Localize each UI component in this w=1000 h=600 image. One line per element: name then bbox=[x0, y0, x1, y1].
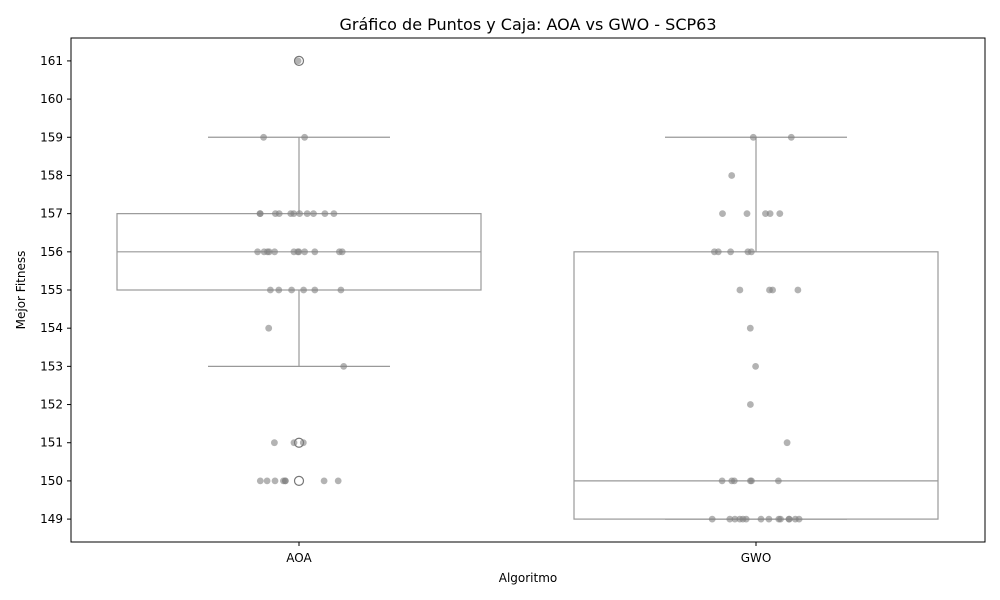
y-tick-label: 160 bbox=[40, 92, 63, 106]
gwo-data-point bbox=[711, 248, 718, 256]
aoa-data-point bbox=[294, 57, 302, 65]
aoa-data-point bbox=[260, 248, 268, 256]
aoa-data-point bbox=[275, 286, 283, 294]
y-tick-label: 152 bbox=[40, 398, 63, 412]
aoa-data-point bbox=[290, 439, 298, 447]
chart-title: Gráfico de Puntos y Caja: AOA vs GWO - S… bbox=[340, 15, 717, 34]
x-axis-title: Algoritmo bbox=[499, 571, 558, 585]
y-tick-label: 159 bbox=[40, 130, 63, 144]
aoa-outlier bbox=[293, 55, 305, 67]
aoa-data-point bbox=[301, 248, 308, 256]
gwo-data-point bbox=[776, 210, 784, 218]
aoa-data-point bbox=[303, 210, 311, 218]
y-tick-label: 156 bbox=[40, 245, 63, 259]
aoa-data-point bbox=[290, 248, 298, 256]
aoa-data-point bbox=[265, 248, 273, 256]
axes-layer: 149 150 151 152 153 154 155 156 157 158 159 160 161 A… bbox=[40, 37, 986, 565]
aoa-data-point bbox=[263, 477, 271, 485]
boxes-layer bbox=[116, 55, 939, 520]
aoa-data-point bbox=[287, 210, 295, 218]
aoa-data-point bbox=[271, 248, 278, 256]
aoa-data-point bbox=[271, 439, 278, 447]
gwo-box bbox=[573, 251, 939, 520]
aoa-data-point bbox=[299, 439, 307, 447]
aoa-data-point bbox=[311, 248, 319, 256]
y-tick-label: 153 bbox=[40, 359, 63, 373]
gwo-data-point bbox=[708, 515, 716, 523]
gwo-data-point bbox=[791, 515, 799, 523]
aoa-data-point bbox=[321, 210, 329, 218]
gwo-data-point bbox=[742, 515, 750, 523]
y-tick-label: 154 bbox=[40, 321, 63, 335]
gwo-data-point bbox=[727, 248, 734, 256]
gwo-data-point bbox=[726, 515, 734, 523]
aoa-data-point bbox=[330, 210, 338, 218]
gwo-data-point bbox=[787, 133, 795, 141]
gwo-data-point bbox=[794, 286, 802, 294]
aoa-data-point bbox=[271, 477, 279, 485]
gwo-data-point bbox=[752, 363, 759, 370]
aoa-data-point bbox=[256, 477, 264, 485]
gwo-data-point bbox=[749, 133, 757, 141]
gwo-data-point bbox=[775, 477, 782, 485]
aoa-data-point bbox=[300, 286, 307, 294]
x-tick-label: AOA bbox=[286, 551, 312, 565]
aoa-data-point bbox=[320, 477, 328, 485]
y-tick-label: 155 bbox=[40, 283, 63, 297]
aoa-data-point bbox=[288, 286, 295, 294]
aoa-data-point bbox=[311, 286, 319, 294]
aoa-data-point bbox=[254, 248, 261, 256]
gwo-data-point bbox=[731, 515, 739, 523]
y-tick-label: 150 bbox=[40, 474, 63, 488]
x-tick-label: GWO bbox=[741, 551, 772, 565]
aoa-data-point bbox=[260, 133, 267, 141]
y-axis-title: Mejor Fitness bbox=[14, 251, 28, 330]
y-tick-label: 157 bbox=[40, 207, 63, 221]
gwo-data-point bbox=[718, 477, 726, 485]
aoa-data-point bbox=[340, 363, 348, 370]
aoa-data-point bbox=[301, 133, 308, 141]
aoa-data-point bbox=[338, 248, 346, 256]
aoa-data-point bbox=[334, 477, 342, 485]
aoa-data-point bbox=[310, 210, 317, 218]
gwo-data-point bbox=[719, 210, 726, 218]
gwo-data-point bbox=[766, 210, 774, 218]
y-tick-label: 161 bbox=[40, 54, 63, 68]
gwo-data-point bbox=[783, 439, 791, 447]
y-tick-label: 149 bbox=[40, 512, 63, 526]
aoa-data-point bbox=[296, 210, 303, 218]
gwo-data-point bbox=[747, 401, 754, 408]
gwo-data-point bbox=[775, 515, 783, 523]
gwo-data-point bbox=[785, 515, 793, 523]
gwo-data-point bbox=[743, 210, 751, 218]
y-tick-label: 158 bbox=[40, 168, 63, 182]
aoa-data-point bbox=[267, 286, 274, 294]
gwo-data-point bbox=[766, 286, 773, 294]
gwo-data-point bbox=[757, 515, 765, 523]
y-tick-label: 151 bbox=[40, 436, 63, 450]
gwo-data-point bbox=[728, 477, 736, 485]
aoa-data-point bbox=[337, 286, 345, 294]
aoa-data-point bbox=[265, 324, 273, 332]
points-layer bbox=[254, 57, 803, 523]
gwo-data-point bbox=[765, 515, 773, 523]
gwo-data-point bbox=[736, 286, 744, 294]
aoa-data-point bbox=[275, 210, 283, 218]
gwo-data-point bbox=[728, 172, 736, 179]
gwo-data-point bbox=[744, 248, 752, 256]
aoa-outlier bbox=[293, 475, 305, 487]
gwo-data-point bbox=[746, 324, 754, 332]
aoa-data-point bbox=[256, 210, 264, 218]
gwo-data-point bbox=[747, 477, 754, 485]
aoa-data-point bbox=[281, 477, 289, 485]
